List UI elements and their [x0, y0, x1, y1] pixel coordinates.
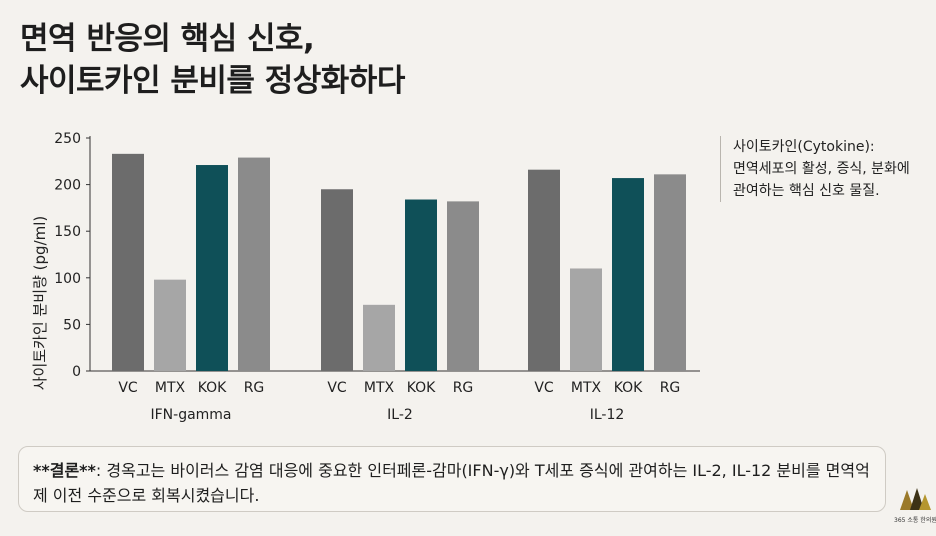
chart-bars	[112, 153, 686, 371]
bar	[570, 268, 602, 371]
bar	[196, 165, 228, 371]
group-label: IL-2	[387, 407, 413, 423]
bar	[405, 199, 437, 371]
y-tick-label: 50	[63, 317, 81, 333]
bar	[321, 189, 353, 371]
bar	[363, 304, 395, 371]
chart-labels: VC MTX KOK RG IFN-gamma VC MTX KOK RG IL-2 VC MTX KO…	[118, 380, 680, 423]
x-tick-label: MTX	[364, 380, 395, 396]
page-title: 면역 반응의 핵심 신호, 사이토카인 분비를 정상화하다	[20, 18, 405, 102]
x-tick-label: KOK	[614, 380, 643, 396]
title-line-1: 면역 반응의 핵심 신호,	[20, 21, 315, 57]
x-tick-label: VC	[534, 380, 554, 396]
group-label: IL-12	[590, 407, 625, 423]
conclusion-box: **결론**: 경옥고는 바이러스 감염 대응에 중요한 인터페론-감마(IFN…	[18, 446, 886, 512]
bar	[612, 178, 644, 371]
note-line-1: 사이토카인(Cytokine):	[733, 139, 875, 155]
note-line-2: 면역세포의 활성, 증식, 분화에	[733, 161, 910, 177]
y-tick-label: 0	[72, 364, 81, 380]
clinic-logo: 365 소통 한의원	[894, 486, 936, 534]
cytokine-note: 사이토카인(Cytokine): 면역세포의 활성, 증식, 분화에 관여하는 …	[720, 136, 910, 202]
bar-chart: 0 50 100 150 200 250 VC MTX KOK RG IFN-gamma VC MTX…	[31, 131, 700, 423]
x-tick-label: MTX	[155, 380, 186, 396]
y-tick-label: 200	[54, 178, 81, 194]
title-line-2: 사이토카인 분비를 정상화하다	[20, 63, 405, 99]
x-tick-label: VC	[118, 380, 138, 396]
bar	[447, 201, 479, 371]
x-tick-label: RG	[660, 380, 681, 396]
clinic-logo-label: 365 소통 한의원	[894, 517, 936, 524]
y-tick-label: 100	[54, 271, 81, 287]
bar	[654, 174, 686, 371]
note-line-3: 관여하는 핵심 신호 물질.	[733, 183, 880, 199]
bar	[238, 157, 270, 371]
group-label: IFN-gamma	[150, 407, 231, 423]
y-axis-label: 사이토카인 분비량 (pg/ml)	[31, 216, 49, 391]
bar	[528, 169, 560, 371]
x-tick-label: VC	[327, 380, 347, 396]
x-tick-label: KOK	[407, 380, 436, 396]
chart-axes: 0 50 100 150 200 250	[54, 131, 700, 380]
clinic-logo-icon	[900, 488, 931, 510]
conclusion-text: : 경옥고는 바이러스 감염 대응에 중요한 인터페론-감마(IFN-γ)와 T…	[33, 461, 870, 505]
conclusion-label: **결론**	[33, 461, 96, 480]
x-tick-label: RG	[244, 380, 265, 396]
x-tick-label: RG	[453, 380, 474, 396]
x-tick-label: MTX	[571, 380, 602, 396]
y-tick-label: 250	[54, 131, 81, 147]
bar	[112, 153, 144, 371]
bar	[154, 279, 186, 371]
y-tick-label: 150	[54, 224, 81, 240]
x-tick-label: KOK	[198, 380, 227, 396]
